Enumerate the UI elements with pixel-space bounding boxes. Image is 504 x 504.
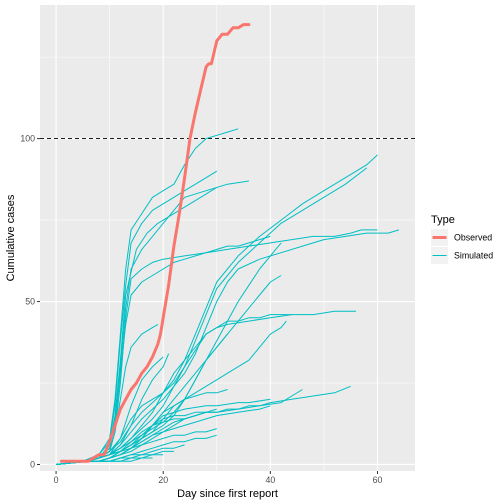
grid-major (40, 5, 415, 471)
x-axis: 0 20 40 60 (54, 471, 383, 485)
plot-panel (40, 5, 415, 471)
legend-label-simulated: Simulated (454, 251, 493, 261)
y-tick-label: 0 (30, 459, 35, 469)
observed-line (59, 23, 251, 463)
y-axis: 0 50 100 (20, 134, 40, 469)
y-tick-label: 100 (20, 134, 35, 144)
simulated-run-line (56, 170, 218, 465)
simulated-series (56, 128, 400, 465)
x-axis-title: Day since first report (177, 488, 278, 500)
legend-title: Type (431, 214, 455, 226)
grid-minor (40, 5, 415, 471)
x-tick-label: 20 (158, 475, 168, 485)
x-tick-label: 0 (54, 475, 59, 485)
observed-series (59, 23, 251, 463)
simulated-run-line (56, 242, 282, 465)
simulated-run-line (56, 428, 217, 465)
simulated-run-line (56, 128, 239, 465)
y-tick-label: 50 (25, 297, 35, 307)
legend-label-observed: Observed (454, 233, 492, 243)
simulated-run-line (56, 154, 378, 465)
x-tick-label: 60 (373, 475, 383, 485)
legend: Type Observed Simulated (431, 214, 493, 264)
y-axis-title: Cumulative cases (5, 194, 17, 281)
x-tick-label: 40 (265, 475, 275, 485)
